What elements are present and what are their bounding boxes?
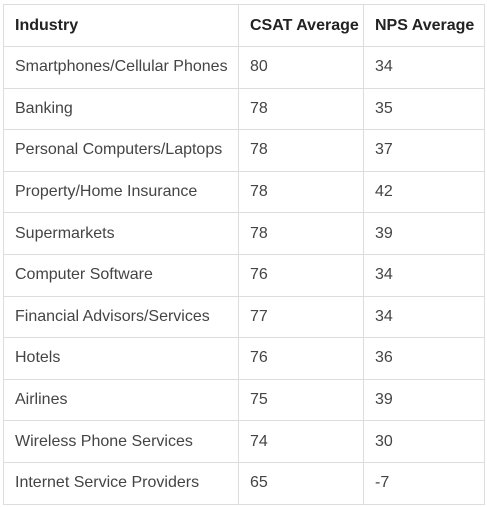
industry-table-container: Industry CSAT Average NPS Average Smartp… xyxy=(3,4,485,505)
cell-nps: 35 xyxy=(363,87,485,131)
table-row: Hotels 76 36 xyxy=(3,337,485,380)
table-row: Internet Service Providers 65 -7 xyxy=(3,461,485,505)
table-header-row: Industry CSAT Average NPS Average xyxy=(3,4,485,47)
cell-industry: Wireless Phone Services xyxy=(3,420,239,463)
cell-nps: 42 xyxy=(363,170,485,214)
cell-csat: 78 xyxy=(238,129,364,172)
cell-csat: 80 xyxy=(238,46,364,89)
cell-csat: 78 xyxy=(238,87,364,131)
cell-nps: 39 xyxy=(363,378,485,422)
table-row: Personal Computers/Laptops 78 37 xyxy=(3,129,485,172)
cell-nps: 36 xyxy=(363,337,485,380)
table-row: Supermarkets 78 39 xyxy=(3,212,485,255)
cell-nps: 34 xyxy=(363,46,485,89)
cell-nps: 34 xyxy=(363,253,485,297)
header-nps-average: NPS Average xyxy=(363,4,485,47)
cell-industry: Airlines xyxy=(3,378,239,422)
cell-csat: 75 xyxy=(238,378,364,422)
cell-csat: 77 xyxy=(238,295,364,339)
cell-industry: Personal Computers/Laptops xyxy=(3,129,239,172)
industry-satisfaction-table: Industry CSAT Average NPS Average Smartp… xyxy=(3,4,485,505)
table-row: Banking 78 35 xyxy=(3,87,485,131)
table-row: Smartphones/Cellular Phones 80 34 xyxy=(3,46,485,89)
cell-nps: -7 xyxy=(363,461,485,505)
cell-industry: Smartphones/Cellular Phones xyxy=(3,46,239,89)
cell-industry: Banking xyxy=(3,87,239,131)
table-row: Wireless Phone Services 74 30 xyxy=(3,420,485,463)
table-row: Airlines 75 39 xyxy=(3,378,485,422)
header-csat-average: CSAT Average xyxy=(238,4,364,47)
table-row: Financial Advisors/Services 77 34 xyxy=(3,295,485,339)
cell-csat: 76 xyxy=(238,337,364,380)
cell-csat: 65 xyxy=(238,461,364,505)
cell-csat: 76 xyxy=(238,253,364,297)
cell-industry: Computer Software xyxy=(3,253,239,297)
cell-nps: 37 xyxy=(363,129,485,172)
cell-csat: 74 xyxy=(238,420,364,463)
table-row: Property/Home Insurance 78 42 xyxy=(3,170,485,214)
cell-csat: 78 xyxy=(238,170,364,214)
cell-industry: Property/Home Insurance xyxy=(3,170,239,214)
cell-industry: Supermarkets xyxy=(3,212,239,255)
cell-nps: 39 xyxy=(363,212,485,255)
cell-nps: 34 xyxy=(363,295,485,339)
cell-industry: Internet Service Providers xyxy=(3,461,239,505)
cell-industry: Financial Advisors/Services xyxy=(3,295,239,339)
header-industry: Industry xyxy=(3,4,239,47)
cell-industry: Hotels xyxy=(3,337,239,380)
cell-csat: 78 xyxy=(238,212,364,255)
table-row: Computer Software 76 34 xyxy=(3,253,485,297)
cell-nps: 30 xyxy=(363,420,485,463)
